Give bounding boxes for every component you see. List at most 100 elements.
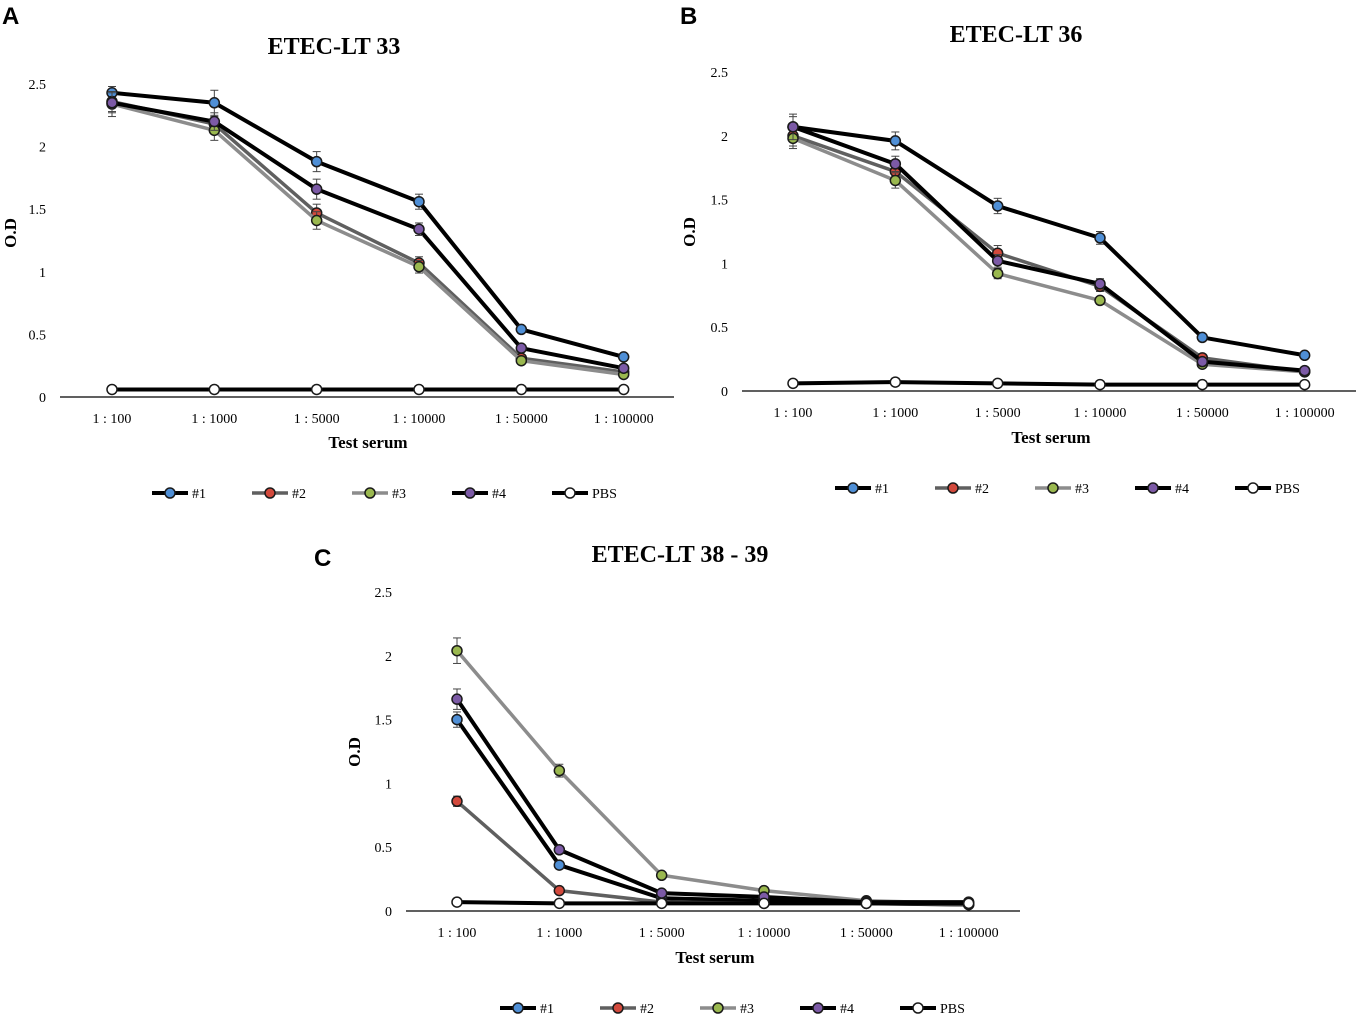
data-point-s4 (889, 158, 902, 170)
legend-label: #4 (492, 487, 506, 502)
x-tick-label: 1 : 1000 (872, 406, 918, 421)
x-tick-label: 1 : 100 (438, 926, 477, 941)
series-line-s4 (455, 698, 969, 905)
y-tick-label: 0 (721, 385, 728, 400)
y-axis-title-b: O.D (680, 217, 699, 247)
data-point-PBS (617, 383, 630, 396)
x-axis-title-a: Test serum (328, 433, 407, 452)
data-point-PBS (655, 897, 668, 910)
data-point-s4 (310, 183, 323, 195)
y-tick-label: 1.5 (711, 194, 729, 209)
data-point-s1 (451, 713, 463, 726)
legend-marker (364, 487, 376, 499)
data-point-PBS (962, 897, 975, 910)
legend-marker (464, 487, 476, 499)
panel-a: A ETEC-LT 33 Test serum O.D 0 0.5 1 1.5 2 2.5… (1, 3, 674, 502)
x-tick-label: 1 : 50000 (495, 412, 548, 427)
data-point-s1 (1196, 331, 1209, 344)
legend-marker (1147, 482, 1159, 494)
x-tick-label: 1 : 50000 (1176, 406, 1229, 421)
data-point-PBS (860, 897, 873, 910)
data-point-PBS (889, 376, 902, 388)
data-point-s4 (617, 362, 630, 374)
data-point-s3 (310, 214, 323, 227)
legend-label: #1 (192, 487, 206, 502)
data-point-s3 (451, 644, 463, 657)
legend-label: PBS (1275, 482, 1300, 497)
y-axis-title-a: O.D (1, 218, 20, 248)
x-tick-label: 1 : 50000 (840, 926, 893, 941)
x-tick-label: 1 : 100000 (1275, 406, 1335, 421)
data-point-s1 (1094, 232, 1106, 244)
legend-label: PBS (940, 1002, 965, 1015)
y-axis-title-c: O.D (345, 737, 364, 767)
data-point-s2 (451, 795, 463, 808)
data-point-s4 (1196, 355, 1209, 368)
data-point-s1 (617, 351, 630, 363)
series-line-PBS (792, 380, 1305, 387)
data-point-s4 (106, 97, 118, 109)
y-tick-label: 1 (721, 257, 728, 272)
chart-title-b: ETEC-LT 36 (950, 22, 1083, 48)
data-point-s3 (655, 869, 668, 882)
data-point-s4 (787, 121, 799, 133)
series-line-s1 (111, 90, 625, 359)
legend-marker (1247, 482, 1259, 494)
data-point-s1 (208, 97, 221, 109)
y-tick-label: 2 (721, 130, 728, 145)
legend-label: #3 (392, 487, 406, 502)
legend-label: PBS (592, 487, 617, 502)
y-tick-label: 0.5 (711, 321, 729, 336)
data-point-s3 (991, 267, 1004, 280)
legend-marker (1047, 482, 1059, 494)
series-line-PBS (456, 900, 969, 906)
data-point-PBS (413, 383, 425, 396)
panel-b: B ETEC-LT 36 Test serum O.D 0 0.5 1 1.5 2 2.5… (680, 3, 1356, 497)
y-tick-label: 2.5 (29, 78, 47, 93)
legend-marker (847, 482, 859, 494)
legend-marker (912, 1002, 924, 1014)
data-point-PBS (1298, 378, 1311, 391)
data-point-s4 (991, 255, 1004, 267)
legend-marker (612, 1002, 624, 1014)
legend-label: #2 (640, 1002, 654, 1015)
legend-marker (947, 482, 959, 494)
legend-label: #4 (1175, 482, 1189, 497)
series-line-s4 (792, 124, 1305, 373)
data-point-s4 (515, 342, 528, 354)
data-point-s4 (1094, 278, 1106, 290)
x-tick-label: 1 : 100000 (594, 412, 654, 427)
y-tick-label: 1 (39, 266, 46, 281)
y-tick-label: 2.5 (375, 586, 393, 601)
data-point-s3 (1094, 294, 1106, 307)
data-point-PBS (208, 383, 221, 396)
data-point-PBS (515, 383, 528, 396)
data-point-s1 (310, 155, 323, 168)
y-tick-label: 1.5 (29, 203, 47, 218)
legend-label: #1 (875, 482, 889, 497)
data-point-s3 (515, 354, 528, 367)
x-tick-label: 1 : 5000 (294, 412, 340, 427)
legend-marker (264, 487, 276, 499)
x-tick-label: 1 : 100000 (939, 926, 999, 941)
panel-letter-c: C (314, 545, 331, 572)
x-tick-label: 1 : 100 (93, 412, 132, 427)
chart-title-c: ETEC-LT 38 - 39 (592, 542, 769, 568)
data-point-s1 (413, 195, 425, 208)
series-line-s3 (455, 649, 969, 906)
y-tick-label: 0 (385, 905, 392, 920)
data-point-PBS (1196, 378, 1209, 391)
legend-marker (512, 1002, 524, 1014)
legend-label: #4 (840, 1002, 854, 1015)
panel-letter-b: B (680, 3, 697, 30)
data-point-s4 (1298, 364, 1311, 377)
y-tick-label: 0.5 (375, 841, 393, 856)
x-tick-label: 1 : 10000 (1074, 406, 1127, 421)
data-point-s1 (1298, 349, 1311, 362)
series-line-s3 (792, 136, 1305, 374)
legend-label: #1 (540, 1002, 554, 1015)
x-axis-title-c: Test serum (675, 948, 754, 967)
data-point-s4 (413, 223, 425, 235)
data-point-s4 (208, 115, 221, 128)
